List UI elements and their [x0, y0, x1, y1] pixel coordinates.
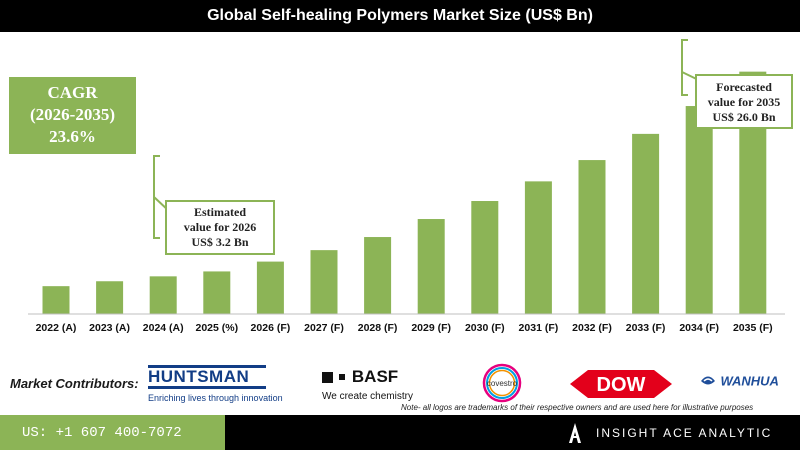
- x-tick-label: 2031 (F): [519, 322, 559, 334]
- bar-9: [524, 181, 552, 314]
- cagr-label: CAGR: [47, 83, 98, 102]
- dow-logo: DOW: [570, 368, 672, 405]
- bars-group: [28, 71, 785, 315]
- forecasted-bracket: [681, 39, 688, 96]
- trademark-note: Note- all logos are trademarks of their …: [401, 403, 754, 412]
- brand: INSIGHT ACE ANALYTIC: [568, 423, 772, 443]
- huntsman-logo: HUNTSMAN Enriching lives through innovat…: [148, 365, 283, 403]
- cagr-box: CAGR (2026-2035) 23.6%: [9, 77, 136, 154]
- forecasted-callout-line3: US$ 26.0 Bn: [712, 110, 776, 124]
- bar-2: [149, 276, 177, 314]
- bar-8: [471, 201, 499, 314]
- brand-name: INSIGHT ACE ANALYTIC: [596, 426, 773, 440]
- chart-title: Global Self-healing Polymers Market Size…: [0, 0, 800, 32]
- cagr-period: (2026-2035): [30, 105, 115, 124]
- contributors-label: Market Contributors:: [10, 376, 139, 391]
- bar-12: [685, 106, 713, 314]
- market-contributors: Market Contributors: HUNTSMAN Enriching …: [0, 355, 800, 415]
- dow-diamond-icon: DOW: [570, 370, 672, 398]
- bar-7: [417, 219, 445, 314]
- wanhua-logo: WANHUA: [700, 372, 779, 390]
- x-tick-label: 2024 (A): [143, 322, 184, 334]
- huntsman-bar-bottom: [148, 386, 266, 389]
- basf-square-icon: [322, 371, 333, 383]
- covestro-icon: covestro: [482, 363, 522, 403]
- cagr-value: 23.6%: [49, 127, 96, 146]
- x-tick-label: 2027 (F): [304, 322, 344, 334]
- bar-6: [364, 237, 392, 314]
- bar-5: [310, 250, 338, 314]
- basf-name: BASF: [351, 367, 399, 386]
- x-tick-label: 2033 (F): [626, 322, 666, 334]
- bar-11: [632, 133, 660, 314]
- forecasted-callout: Forecasted value for 2035 US$ 26.0 Bn: [695, 74, 793, 129]
- bar-0: [42, 286, 70, 314]
- bar-3: [203, 271, 231, 314]
- x-tick-label: 2034 (F): [679, 322, 719, 334]
- x-tick-label: 2035 (F): [733, 322, 773, 334]
- x-tick-label: 2032 (F): [572, 322, 612, 334]
- huntsman-bar-top: [148, 365, 266, 368]
- x-tick-label: 2030 (F): [465, 322, 505, 334]
- dow-name: DOW: [597, 374, 646, 396]
- bar-chart: 2022 (A) 2023 (A) 2024 (A) 2025 (%) 2026 (F)…: [28, 39, 785, 334]
- x-tick-label: 2026 (F): [251, 322, 291, 334]
- phone-number[interactable]: US: +1 607 400-7072: [0, 415, 225, 450]
- covestro-name: covestro: [487, 379, 518, 388]
- covestro-logo: covestro: [476, 363, 528, 408]
- x-tick-label: 2022 (A): [36, 322, 77, 334]
- estimated-callout-line2: value for 2026: [183, 220, 257, 234]
- basf-square-icon: [339, 374, 346, 380]
- wanhua-swirl-icon: [701, 376, 715, 385]
- x-tick-label: 2025 (%): [195, 322, 238, 334]
- bar-4: [256, 261, 284, 314]
- wanhua-name: WANHUA: [720, 373, 779, 389]
- chart-area: 2022 (A) 2023 (A) 2024 (A) 2025 (%) 2026 (F)…: [0, 32, 800, 355]
- footer: US: +1 607 400-7072 INSIGHT ACE ANALYTIC: [0, 415, 800, 450]
- x-tick-label: 2023 (A): [89, 322, 130, 334]
- forecasted-callout-line1: Forecasted: [716, 80, 772, 94]
- insight-ace-logo-icon: [569, 423, 581, 443]
- bar-1: [96, 281, 124, 314]
- estimated-callout-line1: Estimated: [194, 205, 246, 219]
- bar-10: [578, 160, 606, 314]
- huntsman-name: HUNTSMAN: [148, 367, 250, 386]
- huntsman-tagline: Enriching lives through innovation: [148, 393, 283, 403]
- tick-labels-group: 2022 (A) 2023 (A) 2024 (A) 2025 (%) 2026 (F)…: [36, 322, 773, 334]
- basf-logo: BASF We create chemistry: [322, 367, 413, 402]
- estimated-callout-line3: US$ 3.2 Bn: [191, 235, 249, 249]
- x-tick-label: 2029 (F): [411, 322, 451, 334]
- forecasted-callout-line2: value for 2035: [707, 95, 781, 109]
- basf-tagline: We create chemistry: [322, 391, 413, 402]
- x-tick-label: 2028 (F): [358, 322, 398, 334]
- estimated-callout: Estimated value for 2026 US$ 3.2 Bn: [165, 200, 275, 255]
